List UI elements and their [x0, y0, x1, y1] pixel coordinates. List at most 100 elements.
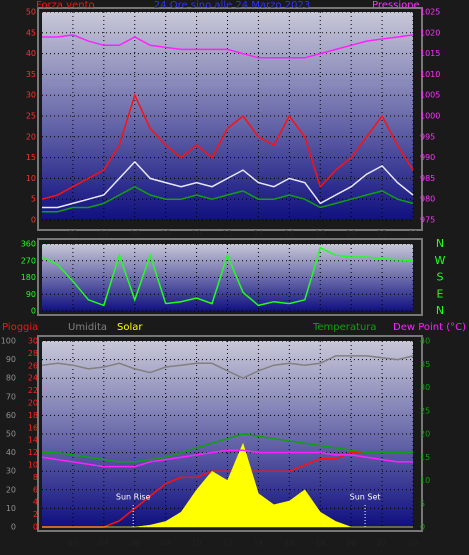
y-tick-label: 10: [26, 174, 36, 183]
x-tick-label: 02: [68, 539, 78, 548]
y2-tick-label: 1025: [420, 8, 440, 17]
x-tick-label: 10: [191, 539, 201, 548]
y-tick-label: 80: [6, 374, 16, 383]
y3-tick-label: 22: [28, 386, 38, 395]
x-tick-label: 04: [99, 539, 109, 548]
frame: [37, 335, 423, 532]
y-tick-label: 50: [6, 430, 16, 439]
y2-tick-label: E: [437, 287, 444, 300]
y-tick-label: 10: [6, 504, 16, 513]
y-tick-label: 90: [6, 355, 16, 364]
y-tick-label: 100: [1, 337, 16, 346]
y-tick-label: 40: [26, 49, 36, 58]
y-tick-label: 0: [11, 523, 16, 532]
y2-tick-label: N: [436, 237, 444, 250]
x-tick-label: 10: [191, 230, 201, 239]
y-tick-label: 270: [21, 256, 36, 265]
series-line: [41, 449, 413, 468]
y3-tick-label: 28: [28, 349, 38, 358]
y2-tick-label: W: [435, 254, 446, 267]
legend-label: Umidita: [68, 322, 107, 333]
y-tick-label: 60: [6, 411, 16, 420]
y3-tick-label: 20: [28, 399, 38, 408]
series-line: [42, 34, 414, 59]
y3-tick-label: 2: [33, 510, 38, 519]
y2-tick-label: 980: [420, 195, 435, 204]
y2-tick-label: N: [436, 304, 444, 317]
y2-tick-label: 10: [420, 476, 430, 485]
x-tick-label: 04: [99, 230, 109, 239]
y-tick-label: 180: [21, 273, 36, 282]
y3-tick-label: 16: [28, 423, 38, 432]
legend-label: Solar: [117, 322, 143, 333]
legend-label: Temperatura: [312, 322, 377, 333]
y2-tick-label: 0: [420, 523, 425, 532]
y2-tick-label: 40: [420, 337, 430, 346]
x-tick-label: 12: [222, 230, 232, 239]
x-tick-label: 06: [130, 230, 140, 239]
y2-tick-label: 975: [420, 216, 435, 225]
y3-tick-label: 0: [33, 523, 38, 532]
y2-tick-label: 35: [420, 360, 430, 369]
y2-tick-label: 1020: [420, 28, 440, 37]
y-tick-label: 45: [26, 28, 36, 37]
y2-tick-label: 5: [420, 499, 425, 508]
y-tick-label: 90: [26, 290, 36, 299]
series-line: [42, 185, 414, 213]
chart-title: 24 Ore sino alle 24 Marzo 2023: [154, 0, 310, 11]
y2-tick-label: 1005: [420, 91, 440, 100]
frame: [37, 238, 423, 316]
y2-tick-label: 30: [420, 383, 430, 392]
y3-tick-label: 8: [33, 473, 38, 482]
x-tick-label: 12: [222, 539, 232, 548]
x-tick-label: 08: [161, 230, 171, 239]
x-tick-label: 00: [408, 539, 418, 548]
y3-tick-label: 18: [28, 411, 38, 420]
y2-tick-label: 25: [420, 406, 430, 415]
x-tick-label: 14: [253, 539, 263, 548]
frame: [37, 7, 423, 231]
y-tick-label: 30: [26, 91, 36, 100]
series-line: [42, 433, 413, 463]
y-tick-label: 50: [26, 8, 36, 17]
legend-label: Pioggia: [2, 322, 38, 333]
y-tick-label: 5: [31, 195, 36, 204]
x-tick-label: 20: [346, 230, 356, 239]
y-tick-label: 25: [26, 112, 36, 121]
legend-label: Dew Point (°C): [393, 322, 466, 333]
x-tick-label: 14: [253, 230, 263, 239]
x-tick-label: 16: [284, 539, 294, 548]
y-tick-label: 30: [6, 467, 16, 476]
y2-tick-label: 995: [420, 132, 435, 141]
y-tick-label: 70: [6, 392, 16, 401]
y3-tick-label: 12: [28, 448, 38, 457]
series-line: [42, 160, 414, 209]
y-tick-label: 0: [31, 216, 36, 225]
y2-tick-label: 1000: [420, 112, 440, 121]
y2-tick-label: 1010: [420, 70, 440, 79]
x-tick-label: 20: [346, 539, 356, 548]
y-tick-label: 0: [31, 307, 36, 316]
y-tick-label: 40: [6, 448, 16, 457]
x-tick-label: 16: [284, 230, 294, 239]
y-tick-label: 35: [26, 70, 36, 79]
y-tick-label: 20: [26, 132, 36, 141]
x-tick-label: 06: [130, 539, 140, 548]
y2-tick-label: 1015: [420, 49, 440, 58]
x-tick-label: 22: [377, 539, 387, 548]
y3-tick-label: 10: [28, 461, 38, 470]
series-line: [41, 246, 414, 307]
x-tick-label: 00: [408, 230, 418, 239]
y-tick-label: 15: [26, 153, 36, 162]
x-tick-label: 22: [377, 230, 387, 239]
y2-tick-label: 985: [420, 174, 435, 183]
x-tick-label: 08: [161, 539, 171, 548]
y-tick-label: 360: [21, 240, 36, 249]
y2-tick-label: 15: [420, 453, 430, 462]
x-tick-label: 18: [315, 230, 325, 239]
y3-tick-label: 4: [33, 498, 38, 507]
y3-tick-label: 14: [28, 436, 38, 445]
y3-tick-label: 24: [28, 374, 38, 383]
y-tick-label: 20: [6, 485, 16, 494]
y2-tick-label: 990: [420, 153, 435, 162]
